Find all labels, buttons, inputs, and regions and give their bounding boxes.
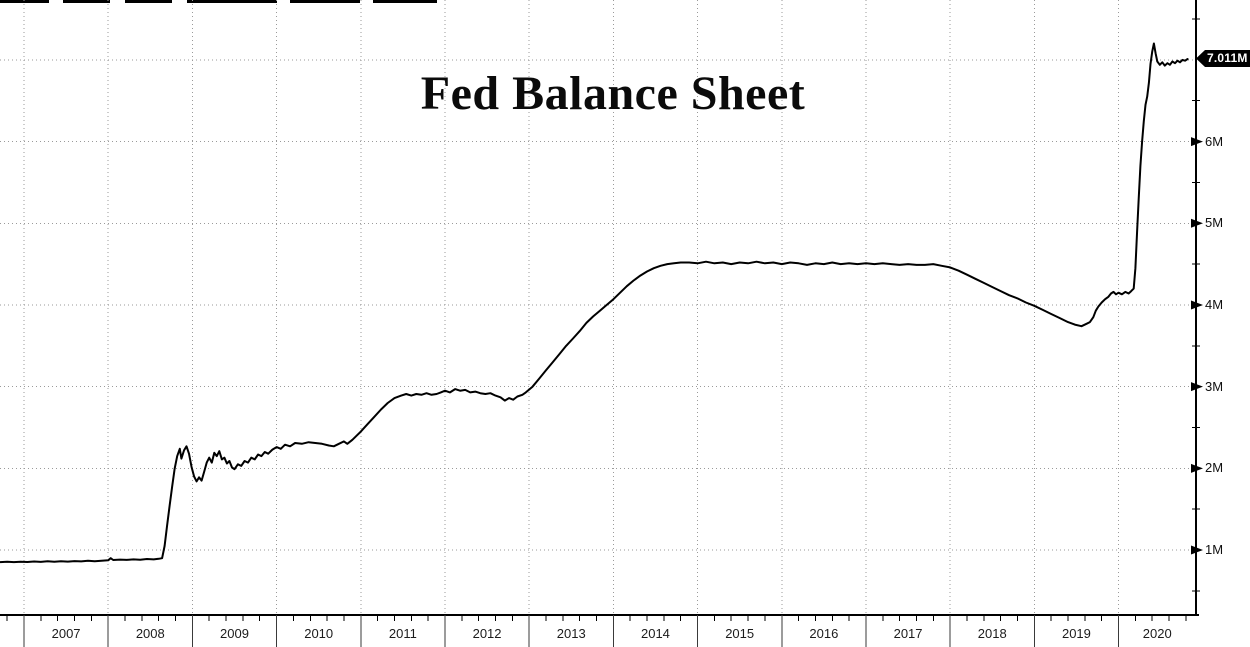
x-axis-label: 2012: [472, 626, 502, 641]
x-axis-label: 2016: [809, 626, 839, 641]
x-axis-label: 2011: [388, 626, 417, 641]
y-axis-label: 6M: [1205, 133, 1224, 149]
clipped-toolbar-segment: [187, 0, 277, 3]
last-value-label: 7.011M: [1207, 51, 1248, 65]
clipped-toolbar-segment: [290, 0, 360, 3]
y-tick-arrow-icon: [1191, 218, 1203, 228]
x-axis-label: 2007: [51, 626, 81, 641]
x-axis-label: 2013: [556, 626, 586, 641]
y-axis-label: 3M: [1205, 378, 1224, 394]
x-axis-label: 2019: [1061, 626, 1091, 641]
x-axis-label: 2008: [135, 626, 165, 641]
clipped-toolbar-segment: [125, 0, 172, 3]
x-axis-label: 2015: [725, 626, 755, 641]
clipped-toolbar-segment: [373, 0, 437, 3]
x-axis-label: 2009: [220, 626, 249, 641]
series-line: [0, 42, 1189, 564]
clipped-toolbar-segment: [0, 0, 49, 3]
x-axis-label: 2020: [1142, 626, 1172, 641]
x-axis-label: 2018: [977, 626, 1007, 641]
y-tick-arrow-icon: [1191, 463, 1203, 473]
y-axis-label: 1M: [1205, 542, 1224, 558]
y-axis-label: 4M: [1205, 296, 1224, 312]
last-value-badge: 7.011M: [1196, 50, 1250, 67]
x-axis-label: 2010: [304, 626, 334, 641]
y-tick-arrow-icon: [1191, 545, 1203, 555]
x-axis-label: 2014: [640, 626, 670, 641]
clipped-toolbar-segment: [63, 0, 110, 3]
x-axis-label: 2017: [893, 626, 923, 641]
y-tick-arrow-icon: [1191, 382, 1203, 392]
y-axis-label: 2M: [1205, 460, 1224, 476]
y-tick-arrow-icon: [1191, 137, 1203, 147]
y-tick-arrow-icon: [1191, 300, 1203, 310]
y-axis-label: 5M: [1205, 215, 1224, 231]
